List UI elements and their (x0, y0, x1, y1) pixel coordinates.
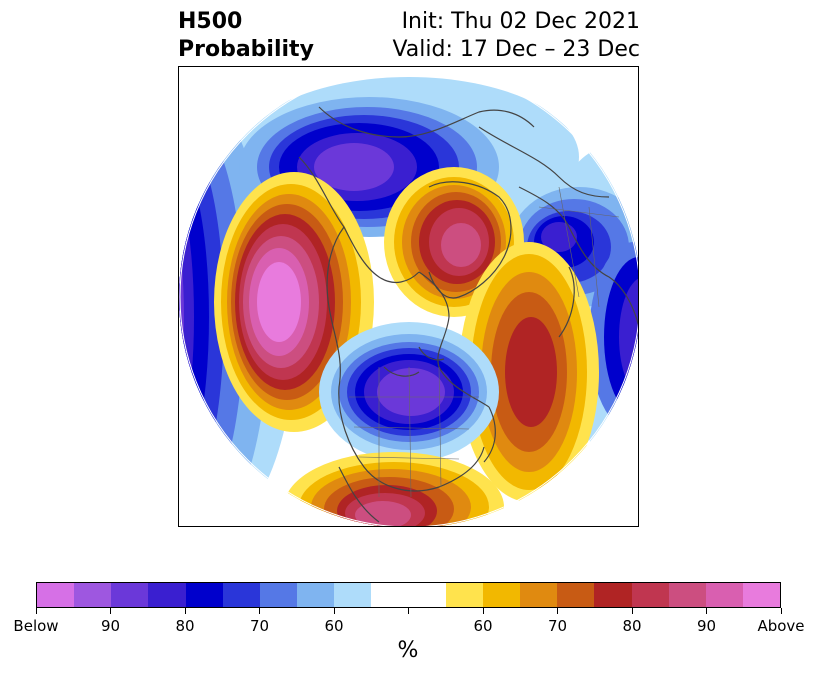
title-variable: H500 (178, 9, 243, 34)
map-panel (178, 66, 639, 527)
colorbar-segment (111, 583, 149, 607)
colorbar-tick-label: 60 (324, 617, 344, 635)
globe-edge (179, 67, 638, 526)
colorbar-tick-label: 80 (622, 617, 642, 635)
chart-title: H500 Probability (178, 8, 314, 64)
valid-range: Valid: 17 Dec – 23 Dec (392, 37, 640, 62)
colorbar-tick (780, 608, 782, 614)
colorbar (36, 582, 781, 608)
colorbar-tick (557, 608, 558, 614)
colorbar-tick-label: 80 (175, 617, 195, 635)
colorbar-tick-label: Below (13, 617, 59, 635)
southern-us-above-anomaly (284, 452, 504, 526)
colorbar-tick (259, 608, 260, 614)
chart-date-info: Init: Thu 02 Dec 2021 Valid: 17 Dec – 23… (392, 8, 640, 64)
colorbar-segment (557, 583, 595, 607)
borders (349, 186, 620, 498)
colorbar-segment (705, 583, 743, 607)
colorbar-tick-label: 70 (249, 617, 270, 635)
colorbar-segment (445, 583, 483, 607)
colorbar-segment (742, 583, 781, 607)
colorbar-segment (259, 583, 298, 607)
colorbar-tick (631, 608, 633, 614)
colorbar-segment (520, 583, 558, 607)
colorbar-segment (668, 583, 706, 607)
colorbar-segment (148, 583, 186, 607)
north-atlantic-above-anomaly (459, 242, 599, 502)
colorbar-segment (185, 583, 223, 607)
colorbar-segment (408, 583, 446, 607)
colorbar-segment (371, 583, 409, 607)
colorbar-segment (222, 583, 260, 607)
colorbar-tick-label: 60 (473, 617, 493, 635)
colorbar-segment (482, 583, 521, 607)
colorbar-segment (74, 583, 112, 607)
greenland-above-anomaly (384, 167, 524, 317)
colorbar-tick (333, 608, 335, 614)
colorbar-segment (594, 583, 632, 607)
colorbar-tick (35, 608, 37, 614)
colorbar-tick (482, 608, 484, 614)
colorbar-segment (334, 583, 372, 607)
colorbar-tick (110, 608, 111, 614)
colorbar-tick-label: Above (757, 617, 805, 635)
title-type: Probability (178, 37, 314, 62)
colorbar-tick (706, 608, 707, 614)
init-date: Init: Thu 02 Dec 2021 (401, 9, 640, 34)
great-lakes-below-anomaly (319, 322, 499, 462)
coastlines (298, 106, 638, 523)
colorbar-segment (297, 583, 335, 607)
colorbar-tick (184, 608, 186, 614)
colorbar-segment (631, 583, 669, 607)
probability-map (179, 67, 638, 526)
colorbar-segment (37, 583, 75, 607)
colorbar-tick-label: 90 (100, 617, 121, 635)
colorbar-tick-label: 90 (696, 617, 717, 635)
colorbar-tick (408, 608, 409, 614)
colorbar-unit-label: % (397, 638, 419, 663)
colorbar-tick-label: 70 (547, 617, 568, 635)
